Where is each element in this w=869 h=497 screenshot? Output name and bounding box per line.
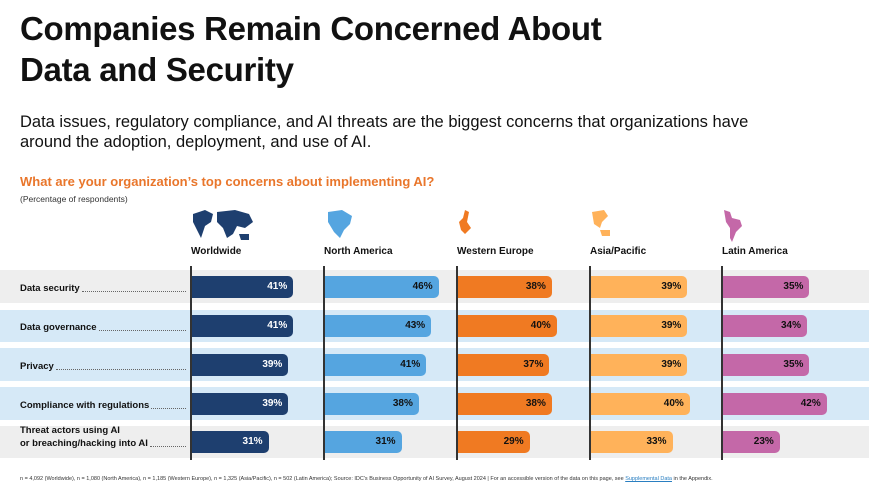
bar-worldwide: 39%	[192, 393, 289, 415]
row-label-text: Threat actors using AI or breaching/hack…	[20, 425, 148, 449]
bar-asia-pacific: 40%	[591, 393, 690, 415]
axis-line	[190, 266, 192, 460]
region-header: Western Europe	[457, 246, 534, 257]
latin-america-map-icon	[722, 208, 786, 249]
world-map-icon	[191, 208, 255, 249]
bar-latin-america: 35%	[723, 276, 810, 298]
bar-western-europe: 37%	[458, 354, 550, 376]
bar-western-europe: 29%	[458, 431, 530, 453]
row-label-text: Privacy	[20, 361, 54, 372]
subtitle: Data issues, regulatory compliance, and …	[20, 113, 749, 151]
bar-latin-america: 34%	[723, 315, 807, 337]
footer-note: n = 4,092 (Worldwide), n = 1,080 (North …	[20, 476, 713, 482]
bar-north-america: 46%	[325, 276, 439, 298]
bar-asia-pacific: 39%	[591, 315, 688, 337]
bar-western-europe: 40%	[458, 315, 557, 337]
bar-north-america: 41%	[325, 354, 427, 376]
bar-asia-pacific: 39%	[591, 354, 688, 376]
page-title: Companies Remain Concerned About Data an…	[20, 10, 602, 88]
footer-tail: in the Appendix.	[671, 476, 713, 482]
bar-latin-america: 23%	[723, 431, 780, 453]
footer-text: n = 4,092 (Worldwide), n = 1,080 (North …	[20, 476, 626, 482]
row-label-text: Data security	[20, 283, 80, 294]
row-label: Compliance with regulations	[20, 387, 186, 412]
bar-north-america: 43%	[325, 315, 432, 337]
bar-latin-america: 35%	[723, 354, 810, 376]
bar-worldwide: 41%	[192, 276, 294, 298]
bar-north-america: 38%	[325, 393, 419, 415]
bar-worldwide: 31%	[192, 431, 269, 453]
row-label: Data governance	[20, 310, 186, 334]
bar-worldwide: 39%	[192, 354, 289, 376]
dot-leader	[149, 446, 186, 447]
dot-leader	[55, 369, 186, 370]
asia-pacific-map-icon	[590, 208, 654, 249]
supplemental-data-link[interactable]: Supplemental Data	[625, 476, 672, 482]
bar-asia-pacific: 39%	[591, 276, 688, 298]
dot-leader	[151, 408, 186, 409]
bar-worldwide: 41%	[192, 315, 294, 337]
bar-latin-america: 42%	[723, 393, 827, 415]
dot-leader	[98, 330, 186, 331]
axis-line	[456, 266, 458, 460]
dot-leader	[81, 291, 186, 292]
chart-question: What are your organization’s top concern…	[20, 174, 435, 189]
bar-asia-pacific: 33%	[591, 431, 673, 453]
region-header: Latin America	[722, 246, 788, 257]
north-america-map-icon	[324, 208, 388, 249]
row-label: Data security	[20, 270, 186, 295]
region-header: Asia/Pacific	[590, 246, 647, 257]
axis-line	[721, 266, 723, 460]
axis-line	[323, 266, 325, 460]
row-label: Threat actors using AI or breaching/hack…	[20, 425, 186, 450]
row-label: Privacy	[20, 348, 186, 373]
bar-western-europe: 38%	[458, 393, 552, 415]
axis-line	[589, 266, 591, 460]
row-label-text: Compliance with regulations	[20, 400, 150, 411]
region-header: Worldwide	[191, 246, 242, 257]
bar-north-america: 31%	[325, 431, 402, 453]
row-label-text: Data governance	[20, 322, 97, 333]
region-header: North America	[324, 246, 393, 257]
bar-western-europe: 38%	[458, 276, 552, 298]
unit-note: (Percentage of respondents)	[20, 194, 128, 204]
europe-map-icon	[457, 208, 521, 249]
